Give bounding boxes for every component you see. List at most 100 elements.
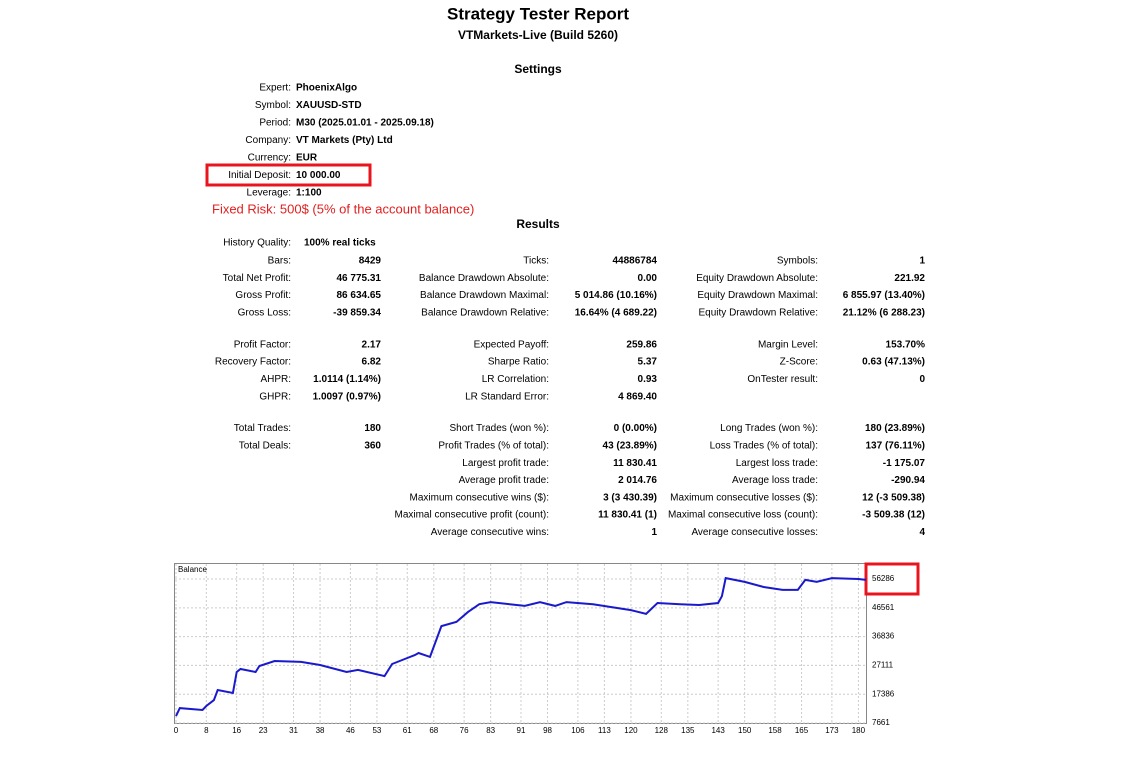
result-label: Largest loss trade: [736,458,818,469]
x-tick-label: 158 [768,726,782,735]
section-heading: Settings [514,62,562,76]
result-label: Average consecutive losses: [691,527,818,538]
result-value: 4 [919,527,925,538]
result-value: 0 (0.00%) [614,423,657,434]
result-value: 5.37 [638,357,658,368]
setting-label: Leverage: [247,188,291,199]
setting-value: PhoenixAlgo [296,83,357,94]
result-value: 3 (3 430.39) [603,492,657,503]
result-label: Z-Score: [780,357,818,368]
result-label: GHPR: [259,391,291,402]
result-value: 137 (76.11%) [866,441,926,452]
result-label: Average loss trade: [732,475,818,486]
result-value: 153.70% [886,339,926,350]
result-value: 1 [919,256,925,267]
result-label: Short Trades (won %): [450,423,549,434]
result-label: Maximum consecutive wins ($): [410,492,549,503]
x-tick-label: 143 [711,726,725,735]
result-label: Sharpe Ratio: [488,357,549,368]
x-tick-label: 0 [174,726,179,735]
setting-value: EUR [296,153,318,164]
result-label: Expected Payoff: [474,339,549,350]
result-label: Maximal consecutive profit (count): [394,510,549,521]
y-tick-label: 56286 [872,574,895,583]
y-tick-label: 36836 [872,632,895,641]
setting-value: 10 000.00 [296,170,341,181]
x-tick-label: 53 [372,726,381,735]
setting-label: Symbol: [255,100,291,111]
result-value: 259.86 [626,339,657,350]
result-value: 5 014.86 (10.16%) [575,290,657,301]
result-label: Equity Drawdown Absolute: [696,273,818,284]
setting-label: Initial Deposit: [228,170,291,181]
result-label: Profit Factor: [234,339,291,350]
result-label: Average profit trade: [459,475,549,486]
y-tick-label: 7661 [872,718,890,727]
chart-title: Balance [178,565,207,574]
result-label: Symbols: [777,256,818,267]
x-tick-label: 8 [204,726,209,735]
result-label: Maximal consecutive loss (count): [668,510,818,521]
result-value: 8429 [359,256,382,267]
result-value: 46 775.31 [337,273,382,284]
result-label: Margin Level: [758,339,818,350]
result-value: 0.93 [638,374,658,385]
result-value: 1.0097 (0.97%) [313,391,381,402]
setting-value: VT Markets (Pty) Ltd [296,135,393,146]
result-label: Gross Profit: [235,290,291,301]
report-title: Strategy Tester Report [447,4,629,23]
result-value: 43 (23.89%) [603,441,657,452]
result-label: OnTester result: [747,374,818,385]
x-tick-label: 61 [403,726,412,735]
x-tick-label: 16 [232,726,241,735]
result-value: 11 830.41 [613,458,657,469]
result-label: History Quality: [223,238,291,249]
x-tick-label: 128 [655,726,669,735]
result-value: 12 (-3 509.38) [862,492,925,503]
result-value: 4 869.40 [618,391,657,402]
result-value: 180 (23.89%) [865,423,925,434]
x-tick-label: 76 [460,726,469,735]
result-label: Gross Loss: [238,308,291,319]
result-value: 86 634.65 [337,290,382,301]
result-value: 221.92 [894,273,925,284]
result-label: Total Trades: [234,423,291,434]
x-tick-label: 23 [259,726,268,735]
result-value: 2.17 [362,339,382,350]
x-tick-label: 180 [852,726,866,735]
x-tick-label: 120 [624,726,638,735]
result-value: 180 [364,423,381,434]
result-label: Maximum consecutive losses ($): [670,492,818,503]
result-label: Average consecutive wins: [431,527,549,538]
y-tick-label: 46561 [872,603,895,612]
result-label: Bars: [268,256,291,267]
setting-value: M30 (2025.01.01 - 2025.09.18) [296,118,434,129]
result-value: 100% real ticks [304,238,376,249]
result-value: 1 [651,527,657,538]
note: Fixed Risk: 500$ (5% of the account bala… [212,201,474,216]
result-label: Recovery Factor: [215,357,291,368]
result-label: Loss Trades (% of total): [710,441,818,452]
result-value: 6 855.97 (13.40%) [843,290,925,301]
result-label: Profit Trades (% of total): [438,441,549,452]
report-subtitle: VTMarkets-Live (Build 5260) [458,28,618,42]
highlight-box [205,163,372,187]
setting-label: Period: [259,118,291,129]
setting-label: Company: [245,135,291,146]
result-value: 0.00 [638,273,658,284]
y-tick-label: 17386 [872,689,895,698]
result-label: AHPR: [260,374,291,385]
x-tick-label: 91 [517,726,526,735]
result-label: LR Correlation: [482,374,549,385]
result-value: 0 [919,374,925,385]
setting-label: Currency: [248,153,291,164]
x-tick-label: 83 [486,726,495,735]
result-label: Equity Drawdown Relative: [699,308,819,319]
result-label: Long Trades (won %): [720,423,818,434]
x-tick-label: 38 [316,726,325,735]
x-tick-label: 113 [598,726,611,735]
result-label: Balance Drawdown Maximal: [420,290,549,301]
x-tick-label: 98 [543,726,552,735]
x-tick-label: 46 [346,726,355,735]
